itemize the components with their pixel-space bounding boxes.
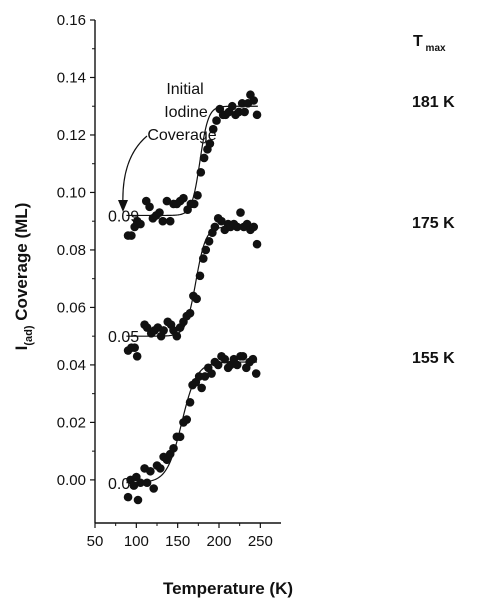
data-point [155, 208, 164, 217]
tmax-label: 175 K [412, 215, 455, 232]
data-point [207, 369, 216, 378]
data-point [227, 101, 237, 111]
data-point [146, 466, 155, 476]
data-point [185, 308, 195, 318]
series-label: 0.09 [108, 208, 139, 225]
data-point [198, 254, 208, 263]
x-tick-label: 50 [87, 533, 104, 550]
data-point [210, 222, 220, 232]
data-point [248, 354, 258, 364]
y-axis-title: I(ad) Coverage (ML) [12, 203, 35, 351]
annotation-line: Initial [166, 81, 203, 98]
axes: 0.00 0.02 0.04 0.06 0.08 0.10 0.12 0.14 0.16 50 10… [57, 12, 281, 550]
annotation-arrow [122, 135, 148, 207]
x-tick-label: 250 [248, 533, 273, 550]
tmax-header-sub: max [423, 43, 446, 54]
x-tick-label: 150 [165, 533, 190, 550]
data-point [172, 331, 182, 341]
data-point [205, 139, 215, 148]
data-point [175, 432, 185, 442]
annotation-line: Iodine [164, 104, 208, 121]
tmax-label: 181 K [412, 94, 455, 111]
data-point [132, 351, 142, 361]
tmax-label: 155 K [412, 350, 455, 367]
y-tick-label: 0.16 [57, 12, 86, 29]
data-point [162, 196, 172, 206]
data-point [217, 216, 226, 226]
data-point [129, 481, 139, 490]
data-point [158, 216, 168, 226]
data-point [136, 219, 145, 229]
data-point [197, 383, 206, 393]
y-tick-label: 0.12 [57, 127, 86, 144]
data-point [149, 484, 158, 493]
data-point [195, 271, 205, 281]
data-point [212, 116, 221, 125]
data-point [192, 294, 201, 304]
data-point [130, 343, 139, 352]
data-point [204, 237, 214, 246]
y-tick-label: 0.00 [57, 472, 86, 489]
y-tick-label: 0.14 [57, 69, 86, 86]
y-tick-label: 0.10 [57, 184, 86, 201]
data-point [193, 191, 202, 200]
y-tick-label: 0.02 [57, 414, 86, 431]
data-point [182, 415, 192, 424]
tmax-header: T max [413, 33, 446, 54]
tmax-header-main: T [413, 33, 423, 50]
data-point [200, 372, 210, 381]
data-point [159, 326, 168, 335]
chart-labels: Temperature (K) I(ad) Coverage (ML) 0.00 15… [12, 33, 455, 598]
series-label: 0.00 [108, 476, 139, 493]
data-point [249, 222, 259, 232]
data-point [199, 153, 209, 163]
data-point [185, 397, 195, 407]
data-point [240, 107, 249, 117]
y-axis-title-prefix: I [12, 346, 31, 351]
x-axis-title: Temperature (K) [163, 579, 293, 598]
y-tick-label: 0.06 [57, 299, 86, 316]
x-tick-label: 100 [124, 533, 149, 550]
data-point [251, 369, 261, 378]
series-label: 0.05 [108, 329, 139, 346]
annotation-line: Coverage [147, 127, 216, 144]
y-axis-title-rest: Coverage (ML) [12, 203, 31, 326]
x-tick-label: 200 [206, 533, 231, 550]
fit-curve-0.05 [126, 226, 258, 337]
data-point [220, 354, 230, 364]
data-point [133, 495, 143, 505]
data-point [179, 193, 188, 203]
data-point [208, 124, 218, 134]
data-point [249, 96, 259, 105]
data-point [127, 231, 136, 240]
data-point [201, 245, 211, 255]
data-point [236, 208, 245, 217]
data-point [123, 492, 133, 502]
data-point [232, 360, 242, 370]
data-points [123, 90, 262, 505]
data-point [165, 216, 175, 226]
y-tick-label: 0.04 [57, 357, 86, 374]
data-point [142, 478, 152, 488]
data-point [189, 199, 199, 209]
data-point [232, 222, 242, 232]
data-point [145, 202, 154, 212]
data-point [156, 464, 165, 473]
data-point [169, 443, 178, 453]
data-point [136, 478, 145, 488]
data-point [252, 110, 262, 120]
data-point [196, 168, 206, 177]
y-tick-label: 0.08 [57, 242, 86, 259]
y-axis-title-subscript: (ad) [23, 325, 35, 346]
data-point [238, 351, 248, 361]
annotation-arrowhead [118, 200, 128, 212]
data-point [252, 239, 262, 249]
data-point [213, 360, 223, 370]
